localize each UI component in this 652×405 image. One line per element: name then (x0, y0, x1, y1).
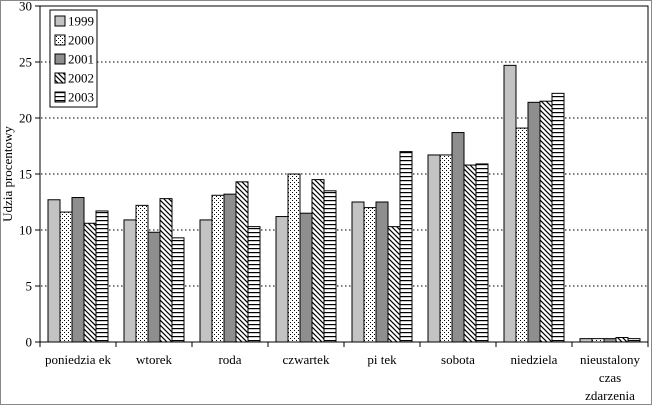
bar-2001-1 (71, 197, 85, 343)
bar-2000-7 (515, 127, 529, 343)
bar-2000-3 (211, 194, 225, 343)
bar-2000-1 (59, 211, 73, 343)
x-axis-label: pi tek (367, 352, 397, 367)
y-axis-tick-label: 5 (26, 279, 33, 294)
legend-swatch-2001 (54, 53, 66, 65)
legend-swatch-1999 (54, 15, 66, 27)
x-axis-label: sobota (441, 352, 475, 367)
bar-2003-3 (247, 226, 261, 343)
legend-label-2000: 2000 (68, 33, 94, 48)
y-axis-tick-label: 0 (26, 335, 33, 350)
legend-swatch-2003 (54, 91, 66, 103)
bar-1999-4 (275, 216, 289, 343)
x-axis-label: zdarzenia (585, 388, 635, 403)
bar-2003-8 (627, 338, 641, 343)
bar-2000-4 (287, 173, 301, 343)
x-axis-label: poniedzia ek (45, 352, 112, 367)
legend-label-2002: 2002 (68, 71, 94, 86)
y-axis-tick-label: 20 (19, 111, 32, 126)
bar-2001-6 (451, 132, 465, 343)
x-axis-label: niedziela (511, 352, 558, 367)
bar-2000-8 (591, 338, 605, 343)
bar-2001-7 (527, 101, 541, 343)
bar-2002-8 (615, 337, 629, 343)
bar-2003-5 (399, 151, 413, 343)
bar-1999-5 (351, 201, 365, 343)
bar-2002-7 (539, 100, 553, 343)
legend-label-2003: 2003 (68, 90, 94, 105)
bar-1999-7 (503, 64, 517, 343)
legend-label-1999: 1999 (68, 14, 94, 29)
bar-1999-1 (47, 199, 61, 343)
bar-2002-6 (463, 164, 477, 343)
bar-2002-5 (387, 226, 401, 343)
bar-2003-2 (171, 237, 185, 343)
x-axis-label: roda (218, 352, 241, 367)
bar-2001-2 (147, 231, 161, 343)
bar-1999-2 (123, 219, 137, 343)
bar-2000-6 (439, 154, 453, 343)
bar-2003-1 (95, 210, 109, 343)
y-axis-tick-label: 10 (19, 223, 32, 238)
y-axis-tick-label: 25 (19, 55, 32, 70)
bar-2003-7 (551, 92, 565, 343)
bar-2001-5 (375, 201, 389, 343)
bar-2001-3 (223, 193, 237, 343)
bar-2003-6 (475, 163, 489, 343)
y-axis-tick-label: 15 (19, 167, 32, 182)
bar-2001-8 (603, 338, 617, 343)
x-axis-label: nieustalony (580, 352, 640, 367)
legend-swatch-2002 (54, 72, 66, 84)
y-axis-tick-label: 30 (19, 0, 32, 14)
bar-2002-1 (83, 222, 97, 343)
bar-2003-4 (323, 190, 337, 343)
x-axis-label: czwartek (283, 352, 330, 367)
bar-2001-4 (299, 212, 313, 343)
bar-1999-3 (199, 219, 213, 343)
bar-1999-6 (427, 154, 441, 343)
x-axis-label: wtorek (136, 352, 173, 367)
x-axis-label: czas (599, 370, 621, 385)
bar-2002-3 (235, 181, 249, 343)
bar-2002-2 (159, 198, 173, 343)
legend-swatch-2000 (54, 34, 66, 46)
y-axis-title: Udzia procentowy (0, 126, 15, 222)
bar-2000-2 (135, 204, 149, 343)
bar-2000-5 (363, 207, 377, 343)
bar-1999-8 (579, 338, 593, 343)
bar-2002-4 (311, 179, 325, 343)
legend-label-2001: 2001 (68, 52, 94, 67)
